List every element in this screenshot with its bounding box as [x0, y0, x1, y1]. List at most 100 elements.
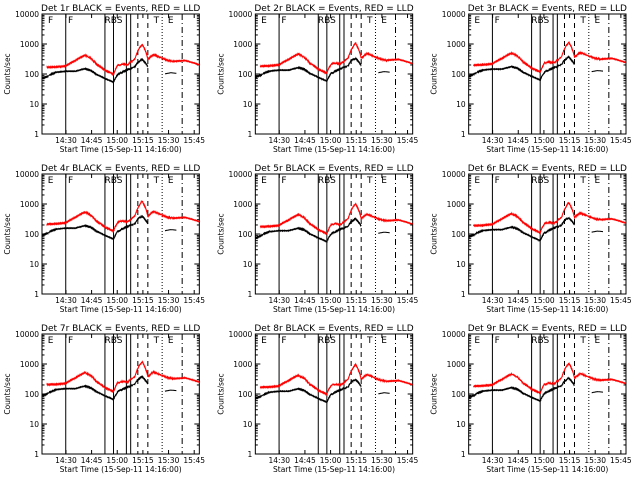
marker-label: RBS	[318, 336, 336, 346]
y-tick-label: 1000	[20, 360, 39, 369]
lld-series	[46, 43, 200, 77]
panel-5: Det 5r BLACK = Events, RED = LLD 1 10 100 10…	[216, 164, 418, 314]
y-tick-label: 1	[461, 450, 466, 459]
y-tick-label: 100	[451, 390, 466, 399]
marker-label: T	[366, 176, 373, 186]
lld-series	[46, 360, 200, 394]
y-tick-label: 100	[25, 70, 40, 79]
marker-label: E	[381, 176, 387, 186]
panel-title: Det 1r BLACK = Events, RED = LLD	[41, 4, 200, 14]
x-tick-label: 14:45	[507, 456, 529, 465]
x-tick-label: 15:45	[610, 296, 632, 305]
y-tick-label: 1	[461, 290, 466, 299]
marker-label: E	[595, 16, 601, 26]
x-tick-label: 14:45	[294, 296, 316, 305]
y-tick-label: 10000	[228, 170, 252, 179]
panel-title: Det 9r BLACK = Events, RED = LLD	[468, 324, 627, 334]
y-tick-label: 10	[243, 260, 253, 269]
marker-label: E	[474, 336, 480, 346]
lld-series	[473, 40, 627, 74]
y-tick-label: 1	[248, 130, 253, 139]
y-tick-label: 10	[456, 100, 466, 109]
y-tick-label: 10000	[442, 10, 466, 19]
y-tick-label: 10	[29, 260, 39, 269]
x-tick-label: 14:30	[55, 136, 77, 145]
y-tick-label: 10	[29, 420, 39, 429]
lld-series	[473, 201, 626, 236]
events-series	[254, 56, 362, 83]
x-tick-label: 15:30	[158, 296, 180, 305]
panel-title: Det 5r BLACK = Events, RED = LLD	[254, 164, 413, 174]
y-axis-label: Counts/sec	[430, 53, 439, 94]
y-tick-label: 1	[34, 130, 39, 139]
marker-label: T	[579, 16, 586, 26]
x-axis-label: Start Time (15-Sep-11 14:16:00)	[486, 305, 608, 314]
x-axis-label: Start Time (15-Sep-11 14:16:00)	[273, 145, 395, 154]
marker-label: E	[595, 176, 601, 186]
y-axis-label: Counts/sec	[430, 373, 439, 414]
y-tick-label: 10	[243, 420, 253, 429]
panel-6: Det 6r BLACK = Events, RED = LLD 1 10 100 10…	[430, 164, 632, 314]
x-tick-label: 15:15	[132, 136, 154, 145]
panel-title: Det 2r BLACK = Events, RED = LLD	[254, 4, 413, 14]
y-tick-label: 10000	[442, 170, 466, 179]
y-tick-label: 10	[29, 100, 39, 109]
x-tick-label: 15:30	[371, 136, 393, 145]
x-tick-label: 14:45	[294, 456, 316, 465]
events-gap-segment	[165, 72, 177, 75]
x-axis-label: Start Time (15-Sep-11 14:16:00)	[60, 305, 182, 314]
events-series	[468, 376, 575, 403]
events-gap-segment	[164, 389, 177, 392]
y-tick-label: 1	[461, 130, 466, 139]
x-tick-label: 15:30	[158, 136, 180, 145]
x-axis-label: Start Time (15-Sep-11 14:16:00)	[60, 145, 182, 154]
x-tick-label: 14:30	[482, 456, 504, 465]
y-tick-label: 1000	[20, 40, 39, 49]
events-gap-segment	[378, 392, 390, 395]
x-tick-label: 14:30	[55, 296, 77, 305]
x-tick-label: 14:30	[268, 296, 290, 305]
events-series	[254, 217, 362, 243]
marker-label: T	[366, 16, 373, 26]
x-tick-label: 14:30	[268, 136, 290, 145]
marker-label: RBS	[531, 176, 549, 186]
events-series	[254, 378, 362, 404]
y-tick-label: 100	[25, 390, 40, 399]
marker-label: F	[68, 16, 73, 26]
x-axis-label: Start Time (15-Sep-11 14:16:00)	[486, 145, 608, 154]
x-tick-label: 15:15	[132, 456, 154, 465]
events-gap-segment	[378, 71, 390, 74]
y-tick-label: 1	[34, 290, 39, 299]
x-tick-label: 15:45	[610, 456, 632, 465]
panel-8: Det 8r BLACK = Events, RED = LLD 1 10 100 10…	[216, 324, 418, 474]
y-axis-label: Counts/sec	[3, 373, 12, 414]
marker-label: E	[261, 336, 267, 346]
marker-label: F	[281, 176, 286, 186]
y-tick-label: 100	[451, 230, 466, 239]
x-tick-label: 14:45	[294, 136, 316, 145]
y-tick-label: 100	[238, 70, 253, 79]
marker-label: T	[153, 176, 160, 186]
x-tick-label: 15:30	[371, 296, 393, 305]
y-axis-label: Counts/sec	[216, 373, 225, 414]
x-tick-label: 14:30	[482, 136, 504, 145]
y-axis-label: Counts/sec	[430, 213, 439, 254]
x-tick-label: 15:45	[183, 456, 205, 465]
x-tick-label: 15:45	[397, 136, 419, 145]
marker-label: T	[579, 336, 586, 346]
x-tick-label: 14:45	[81, 456, 103, 465]
marker-label: E	[168, 336, 174, 346]
x-tick-label: 15:00	[106, 296, 128, 305]
marker-label: T	[153, 16, 160, 26]
x-tick-label: 15:00	[106, 456, 128, 465]
y-axis-label: Counts/sec	[216, 53, 225, 94]
y-tick-label: 1000	[20, 200, 39, 209]
x-tick-label: 15:15	[559, 136, 581, 145]
x-axis-label: Start Time (15-Sep-11 14:16:00)	[273, 465, 395, 474]
x-tick-label: 15:45	[183, 136, 205, 145]
events-series	[468, 54, 575, 82]
y-tick-label: 10000	[15, 170, 39, 179]
y-tick-label: 100	[25, 230, 40, 239]
y-tick-label: 100	[238, 230, 253, 239]
